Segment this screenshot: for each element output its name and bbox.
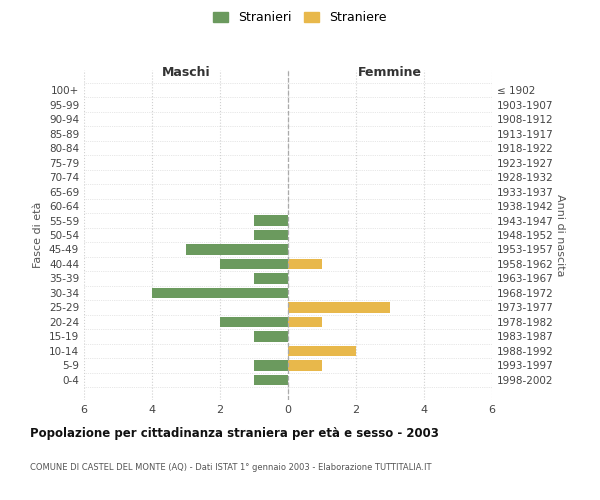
Bar xyxy=(254,331,288,342)
Text: COMUNE DI CASTEL DEL MONTE (AQ) - Dati ISTAT 1° gennaio 2003 - Elaborazione TUTT: COMUNE DI CASTEL DEL MONTE (AQ) - Dati I… xyxy=(30,462,431,471)
Bar xyxy=(254,216,288,226)
Bar xyxy=(186,244,288,254)
Bar xyxy=(288,360,322,370)
Bar xyxy=(220,316,288,327)
Text: Femmine: Femmine xyxy=(358,66,422,78)
Bar xyxy=(254,230,288,240)
Text: Popolazione per cittadinanza straniera per età e sesso - 2003: Popolazione per cittadinanza straniera p… xyxy=(30,428,439,440)
Bar xyxy=(254,273,288,283)
Bar xyxy=(254,374,288,385)
Legend: Stranieri, Straniere: Stranieri, Straniere xyxy=(211,8,389,26)
Text: Maschi: Maschi xyxy=(161,66,211,78)
Bar xyxy=(288,346,356,356)
Bar xyxy=(288,316,322,327)
Bar xyxy=(152,288,288,298)
Bar xyxy=(288,258,322,269)
Y-axis label: Anni di nascita: Anni di nascita xyxy=(555,194,565,276)
Bar xyxy=(220,258,288,269)
Y-axis label: Fasce di età: Fasce di età xyxy=(34,202,43,268)
Bar xyxy=(288,302,390,312)
Bar xyxy=(254,360,288,370)
